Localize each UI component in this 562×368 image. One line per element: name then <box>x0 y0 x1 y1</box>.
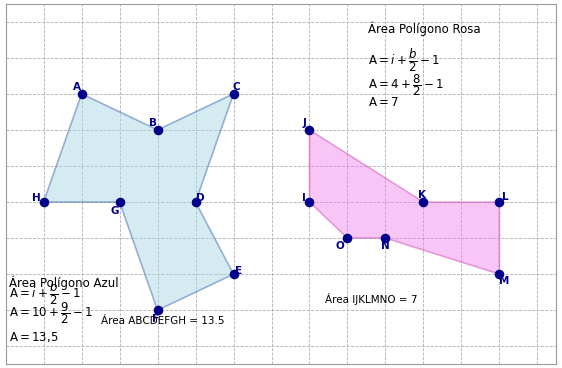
Text: L: L <box>502 192 509 202</box>
Text: H: H <box>31 194 40 204</box>
Text: $\mathrm{A} = 10+\dfrac{9}{2}-1$: $\mathrm{A} = 10+\dfrac{9}{2}-1$ <box>8 301 92 326</box>
Text: Área ABCDEFGH = 13.5: Área ABCDEFGH = 13.5 <box>101 316 224 326</box>
Text: D: D <box>196 194 205 204</box>
Point <box>77 91 86 97</box>
Text: $\mathrm{A} = 7$: $\mathrm{A} = 7$ <box>368 96 400 109</box>
Text: F: F <box>152 314 159 324</box>
Text: Área Polígono Rosa: Área Polígono Rosa <box>368 22 481 36</box>
Text: Área IJKLMNO = 7: Área IJKLMNO = 7 <box>325 293 417 305</box>
Text: O: O <box>336 241 345 251</box>
Polygon shape <box>44 94 234 310</box>
Text: I: I <box>302 194 306 204</box>
Text: N: N <box>381 241 390 251</box>
Text: C: C <box>233 82 241 92</box>
Point <box>191 199 200 205</box>
Text: $\mathrm{A} = 4+\dfrac{8}{2}-1$: $\mathrm{A} = 4+\dfrac{8}{2}-1$ <box>368 72 445 98</box>
Text: J: J <box>303 118 307 128</box>
Text: B: B <box>149 118 157 128</box>
Point <box>153 127 162 133</box>
Point <box>229 91 238 97</box>
Point <box>419 199 428 205</box>
Point <box>305 199 314 205</box>
Text: K: K <box>418 190 425 200</box>
Text: $\mathrm{A} = i+\dfrac{b}{2}-1$: $\mathrm{A} = i+\dfrac{b}{2}-1$ <box>8 280 80 307</box>
Text: M: M <box>499 276 509 286</box>
Point <box>381 235 390 241</box>
Point <box>39 199 48 205</box>
Text: G: G <box>111 206 119 216</box>
Text: $\mathrm{A} = i+\dfrac{b}{2}-1$: $\mathrm{A} = i+\dfrac{b}{2}-1$ <box>368 47 440 74</box>
Point <box>115 199 124 205</box>
Text: E: E <box>234 266 242 276</box>
Text: A: A <box>73 82 81 92</box>
Point <box>153 307 162 313</box>
Polygon shape <box>310 130 500 274</box>
Point <box>343 235 352 241</box>
Text: Área Polígono Azul: Área Polígono Azul <box>8 276 118 290</box>
Point <box>495 271 504 277</box>
Text: $\mathrm{A} = 13{,}5$: $\mathrm{A} = 13{,}5$ <box>8 330 58 344</box>
Point <box>495 199 504 205</box>
Point <box>229 271 238 277</box>
Point <box>305 127 314 133</box>
